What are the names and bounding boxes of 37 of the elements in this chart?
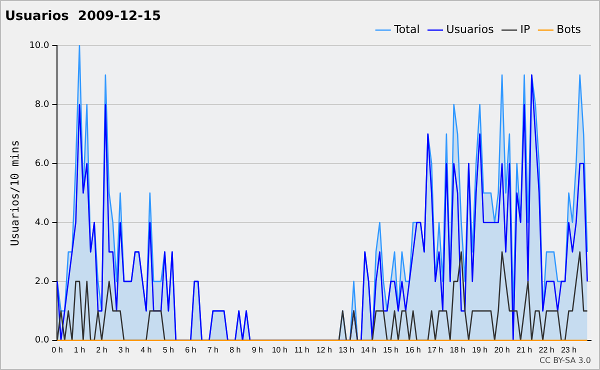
x-tick-label: 10 h [272, 345, 288, 354]
x-tick-label: 16 h [405, 345, 421, 354]
x-tick-label: 1 h [74, 345, 86, 354]
y-tick-label: 6.0 [34, 158, 50, 169]
x-tick-label: 6 h [185, 345, 196, 354]
legend-label: Total [393, 22, 420, 36]
x-tick-label: 4 h [140, 345, 152, 354]
y-tick-label: 4.0 [34, 218, 50, 228]
legend-label: Usuarios [446, 22, 494, 36]
x-tick-label: 7 h [207, 345, 218, 354]
y-tick-label: 0.0 [34, 336, 50, 346]
y-tick-label: 10.0 [29, 40, 50, 51]
x-tick-label: 0 h [52, 345, 63, 354]
x-tick-label: 18 h [450, 345, 466, 354]
x-tick-label: 11 h [294, 345, 310, 354]
x-tick-label: 13 h [338, 345, 354, 354]
chart-title: Usuarios 2009-12-15 [5, 9, 162, 24]
y-tick-label: 8.0 [34, 100, 50, 110]
x-tick-label: 8 h [230, 345, 241, 354]
x-tick-label: 12 h [316, 345, 332, 354]
x-tick-label: 19 h [472, 345, 488, 354]
y-axis-title: Usuarios/10 mins [8, 140, 22, 246]
y-tick-label: 2.0 [34, 276, 50, 287]
x-tick-label: 9 h [252, 345, 263, 354]
x-tick-label: 3 h [118, 345, 130, 354]
legend-label: Bots [556, 22, 582, 36]
x-tick-label: 17 h [428, 345, 444, 354]
x-tick-label: 23 h [560, 345, 577, 354]
x-tick-label: 21 h [516, 345, 532, 354]
x-tick-label: 15 h [383, 345, 399, 354]
text: CC BY-SA 3.0 [539, 356, 591, 365]
legend-label: IP [520, 22, 531, 36]
x-tick-label: 22 h [538, 345, 554, 354]
x-tick-label: 2 h [96, 345, 108, 354]
x-tick-label: 20 h [494, 345, 510, 354]
x-tick-label: 14 h [360, 345, 376, 354]
x-tick-label: 5 h [162, 345, 174, 354]
